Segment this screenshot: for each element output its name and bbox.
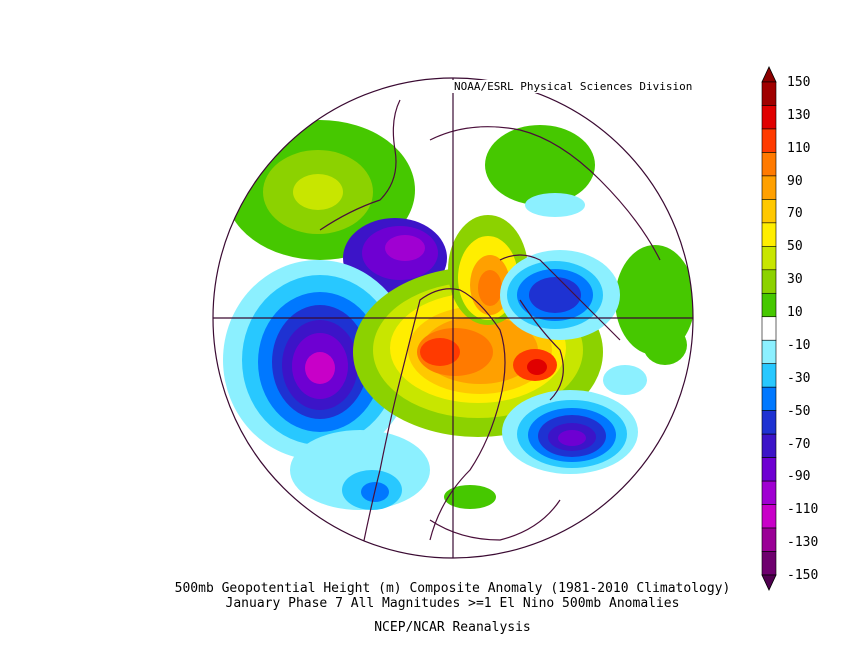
region-atlantic-green — [444, 485, 496, 509]
polar-map — [212, 77, 694, 559]
coastlines — [319, 99, 661, 558]
colorbar-tick-label: -130 — [787, 535, 819, 551]
colorbar-swatch — [761, 175, 777, 200]
colorbar-swatch — [761, 457, 777, 482]
region-north-atlantic-trough — [502, 365, 647, 474]
colorbar-swatch — [761, 152, 777, 177]
colorbar-swatch — [761, 386, 777, 411]
colorbar-under-arrow — [761, 574, 777, 591]
colorbar-tick-label: -90 — [787, 469, 811, 485]
colorbar-tick-label: 90 — [787, 173, 803, 189]
colorbar — [761, 66, 777, 591]
colorbar-swatch — [761, 527, 777, 552]
colorbar-tick-label: -30 — [787, 370, 811, 386]
colorbar-over-arrow — [761, 66, 777, 83]
caption-source: NCEP/NCAR Reanalysis — [374, 620, 531, 635]
colorbar-swatch — [761, 363, 777, 388]
colorbar-swatch — [761, 410, 777, 435]
colorbar-swatch — [761, 339, 777, 365]
region-east-siberia-high — [485, 125, 693, 365]
colorbar-swatch — [761, 551, 777, 576]
colorbar-swatch — [761, 81, 777, 106]
colorbar-swatch — [761, 316, 777, 341]
colorbar-tick-label: 150 — [787, 75, 811, 90]
colorbar-swatch — [761, 269, 777, 294]
colorbar-swatch — [761, 105, 777, 130]
caption-subtitle: January Phase 7 All Magnitudes >=1 El Ni… — [225, 596, 680, 611]
colorbar-swatch — [761, 246, 777, 271]
map-border — [212, 77, 694, 559]
colorbar-swatch — [761, 504, 777, 529]
colorbar-tick-label: 130 — [787, 107, 811, 123]
colorbar-swatch — [761, 480, 777, 505]
colorbar-swatch — [761, 292, 777, 318]
colorbar-tick-label: 30 — [787, 272, 803, 288]
colorbar-swatch — [761, 128, 777, 153]
colorbar-swatch — [761, 222, 777, 247]
caption-title: 500mb Geopotential Height (m) Composite … — [174, 581, 731, 596]
colorbar-tick-label: -50 — [787, 403, 811, 419]
colorbar-tick-label: 10 — [787, 305, 803, 321]
region-pacific-cyan-band — [290, 430, 430, 510]
anomaly-field — [223, 99, 693, 558]
colorbar-tick-label: -110 — [787, 502, 819, 518]
colorbar-tick-label: -10 — [787, 337, 811, 353]
colorbar-tick-label: 110 — [787, 140, 811, 156]
attribution-text: NOAA/ESRL Physical Sciences Division — [452, 80, 695, 93]
colorbar-tick-label: -70 — [787, 436, 811, 452]
region-western-north-america-trough — [223, 260, 413, 460]
colorbar-tick-label: 50 — [787, 239, 803, 255]
colorbar-tick-label: -150 — [787, 568, 819, 583]
colorbar-tick-label: 70 — [787, 206, 803, 222]
colorbar-swatch — [761, 433, 777, 458]
colorbar-swatch — [761, 199, 777, 224]
